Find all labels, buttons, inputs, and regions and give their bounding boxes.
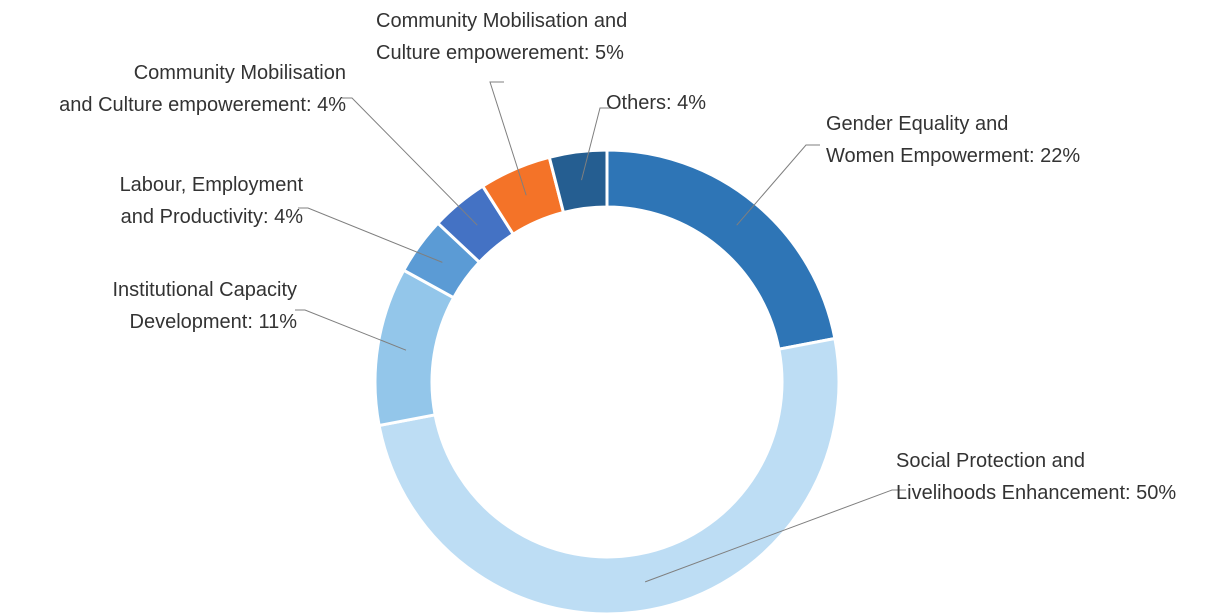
label-line: Livelihoods Enhancement: 50% <box>896 482 1176 504</box>
label-line: Others: 4% <box>606 92 706 114</box>
label-line: Development: 11% <box>130 311 298 333</box>
slice-label: Social Protection and Livelihoods Enhance… <box>896 450 1176 504</box>
leader-line <box>581 107 614 181</box>
slice-label: Labour, Employment and Productivity: 4% <box>120 174 304 228</box>
slice-label: Institutional Capacity Development: 11% <box>112 279 297 333</box>
label-line: and Culture empowerement: 4% <box>59 94 346 116</box>
label-line: and Productivity: 4% <box>121 206 304 228</box>
slice-label: Community Mobilisation and Culture empowe… <box>59 62 346 116</box>
leader-line <box>489 81 527 196</box>
donut-slice <box>547 148 609 215</box>
slice-label: Gender Equality and Women Empowerment: 22… <box>826 113 1080 167</box>
leader-line <box>644 489 906 583</box>
slice-label: Community Mobilisation and Culture empowe… <box>376 10 627 64</box>
label-line: Community Mobilisation <box>134 62 346 84</box>
label-line: Institutional Capacity <box>112 279 297 301</box>
leader-line <box>295 309 407 351</box>
label-line: Women Empowerment: 22% <box>826 145 1080 167</box>
leader-line <box>342 97 478 226</box>
label-line: Culture empowerement: 5% <box>376 42 624 64</box>
label-line: Labour, Employment <box>120 174 304 196</box>
donut-slice <box>377 336 841 616</box>
label-line: Community Mobilisation and <box>376 10 627 32</box>
leader-line <box>736 144 820 226</box>
leader-line <box>298 207 443 263</box>
label-line: Gender Equality and <box>826 113 1008 135</box>
label-line: Social Protection and <box>896 450 1085 472</box>
donut-slice <box>373 268 456 428</box>
donut-slice <box>605 148 837 351</box>
slice-label: Others: 4% <box>606 92 706 114</box>
